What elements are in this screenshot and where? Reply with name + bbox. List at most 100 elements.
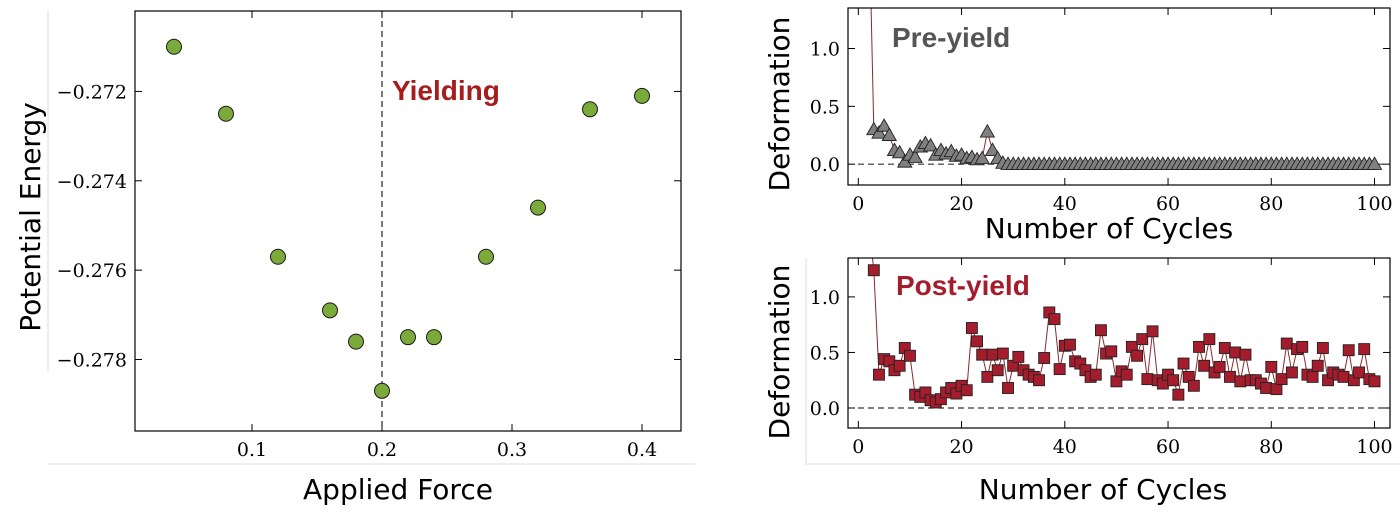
post-yield-marker [1337, 370, 1350, 383]
post-yield-annotation: Post-yield [896, 270, 1030, 301]
data-point [218, 105, 234, 122]
energy-y-axis-label: Potential Energy [14, 102, 47, 332]
pre-yield-marker [922, 137, 939, 152]
pre-yield-y-axis-label: Deformation [763, 17, 796, 192]
post-yield-marker [1280, 337, 1293, 350]
post-yield-marker [1234, 375, 1247, 388]
post-yield-marker [1146, 325, 1159, 338]
post-yield-marker [1270, 383, 1283, 396]
post-yield-marker [960, 384, 973, 397]
post-yield-marker [1285, 366, 1298, 379]
post-yield-marker [903, 349, 916, 362]
pre-yield-x-tick-label: 20 [949, 193, 973, 215]
post-yield-marker [1105, 345, 1118, 358]
post-yield-marker [1177, 357, 1190, 370]
energy-x-tick-label: 0.3 [497, 439, 527, 461]
data-point [478, 248, 494, 265]
post-yield-x-tick-label: 0 [852, 436, 864, 458]
post-yield-x-axis-label: Number of Cycles [979, 473, 1227, 506]
data-point [400, 329, 416, 346]
post-yield-marker [893, 359, 906, 372]
post-yield-marker [1311, 359, 1324, 372]
data-point [582, 101, 598, 118]
post-yield-marker [1136, 333, 1149, 346]
pre-yield-marks: 0 20 40 60 80 100 0.0 0.5 1.0 [810, 8, 1393, 215]
post-yield-panel: 0 20 40 60 80 100 0.0 0.5 1.0 Post-yield Number … [763, 257, 1400, 506]
post-yield-marker [1260, 382, 1273, 394]
data-point [348, 333, 364, 350]
energy-x-tick-label: 0.1 [237, 439, 267, 461]
pre-yield-marker [897, 153, 913, 168]
post-yield-marker [1053, 363, 1066, 376]
data-point [634, 87, 650, 104]
post-yield-y-tick-label: 1.0 [810, 287, 840, 309]
post-yield-marker [1110, 375, 1123, 388]
post-yield-marker [991, 364, 1004, 377]
data-point [530, 199, 546, 216]
post-yield-marker [1316, 342, 1329, 354]
pre-yield-marker [871, 125, 887, 139]
post-yield-x-tick-label: 60 [1156, 436, 1180, 458]
post-yield-marker [1193, 340, 1205, 353]
energy-plot-frame [134, 10, 682, 432]
pre-yield-x-tick-label: 40 [1053, 193, 1077, 215]
pre-yield-marker [979, 123, 996, 138]
pre-yield-marker [1366, 156, 1383, 170]
post-yield-marker [1120, 368, 1133, 381]
post-yield-marker [1229, 346, 1242, 359]
post-yield-marker [1296, 340, 1309, 353]
post-yield-y-tick-label: 0.0 [810, 398, 840, 420]
energy-marks: 0.1 0.2 0.3 0.4 −0.272 −0.274 −0.276 −0.278 [57, 11, 681, 461]
post-yield-marker [1224, 370, 1236, 383]
post-yield-marker [971, 335, 983, 348]
post-yield-marker [1213, 360, 1226, 373]
data-point [426, 329, 442, 346]
yielding-annotation: Yielding [392, 75, 500, 106]
pre-yield-marker [876, 118, 892, 132]
post-yield-plot-frame [847, 257, 1391, 429]
post-yield-marker [986, 348, 999, 361]
post-yield-x-tick-label: 80 [1259, 436, 1283, 458]
energy-x-tick-label: 0.4 [627, 439, 657, 461]
post-yield-x-tick-label: 100 [1356, 436, 1392, 458]
post-yield-marker [1353, 366, 1365, 379]
post-yield-marker [1265, 360, 1278, 373]
energy-panel: 0.1 0.2 0.3 0.4 −0.272 −0.274 −0.276 −0.278 Yie… [14, 10, 695, 506]
post-yield-marker [1002, 382, 1014, 394]
pre-yield-x-tick-label: 80 [1259, 193, 1283, 215]
post-yield-marker [1203, 333, 1216, 346]
post-yield-marker [1358, 343, 1371, 356]
post-yield-marker [1131, 349, 1144, 362]
energy-y-tick-label: −0.278 [57, 350, 127, 372]
energy-y-tick-label: −0.276 [57, 260, 127, 282]
pre-yield-annotation: Pre-yield [892, 22, 1010, 53]
pre-yield-x-tick-label: 100 [1356, 193, 1392, 215]
pre-yield-marker [881, 127, 898, 141]
pre-yield-y-tick-label: 1.0 [810, 38, 840, 60]
post-yield-marker [1239, 348, 1252, 361]
energy-x-tick-label: 0.2 [367, 439, 397, 461]
post-yield-marker [981, 370, 994, 383]
post-yield-marker [1187, 379, 1200, 392]
post-yield-marker [1218, 342, 1231, 354]
post-yield-marker [1038, 352, 1051, 364]
post-yield-marker [1141, 373, 1154, 386]
energy-y-tick-label: −0.272 [57, 81, 127, 103]
pre-yield-marker [974, 150, 990, 165]
pre-yield-x-axis-label: Number of Cycles [985, 212, 1233, 245]
post-yield-marker [1094, 324, 1107, 337]
post-yield-marker [1089, 368, 1102, 381]
post-yield-marker [1064, 338, 1076, 351]
post-yield-marker [1306, 370, 1319, 383]
post-yield-marker [873, 368, 885, 381]
data-point [374, 382, 390, 399]
post-yield-marker [965, 322, 978, 334]
post-yield-marker [1012, 350, 1025, 363]
post-yield-marker [867, 264, 880, 277]
post-yield-marker [1275, 373, 1288, 386]
pre-yield-marker [907, 149, 923, 163]
pre-yield-plot-frame [847, 7, 1391, 186]
post-yield-marker [1048, 313, 1061, 326]
pre-yield-panel: 0 20 40 60 80 100 0.0 0.5 1.0 Pre-yield Number o… [763, 7, 1393, 245]
pre-yield-x-tick-label: 0 [852, 193, 864, 215]
